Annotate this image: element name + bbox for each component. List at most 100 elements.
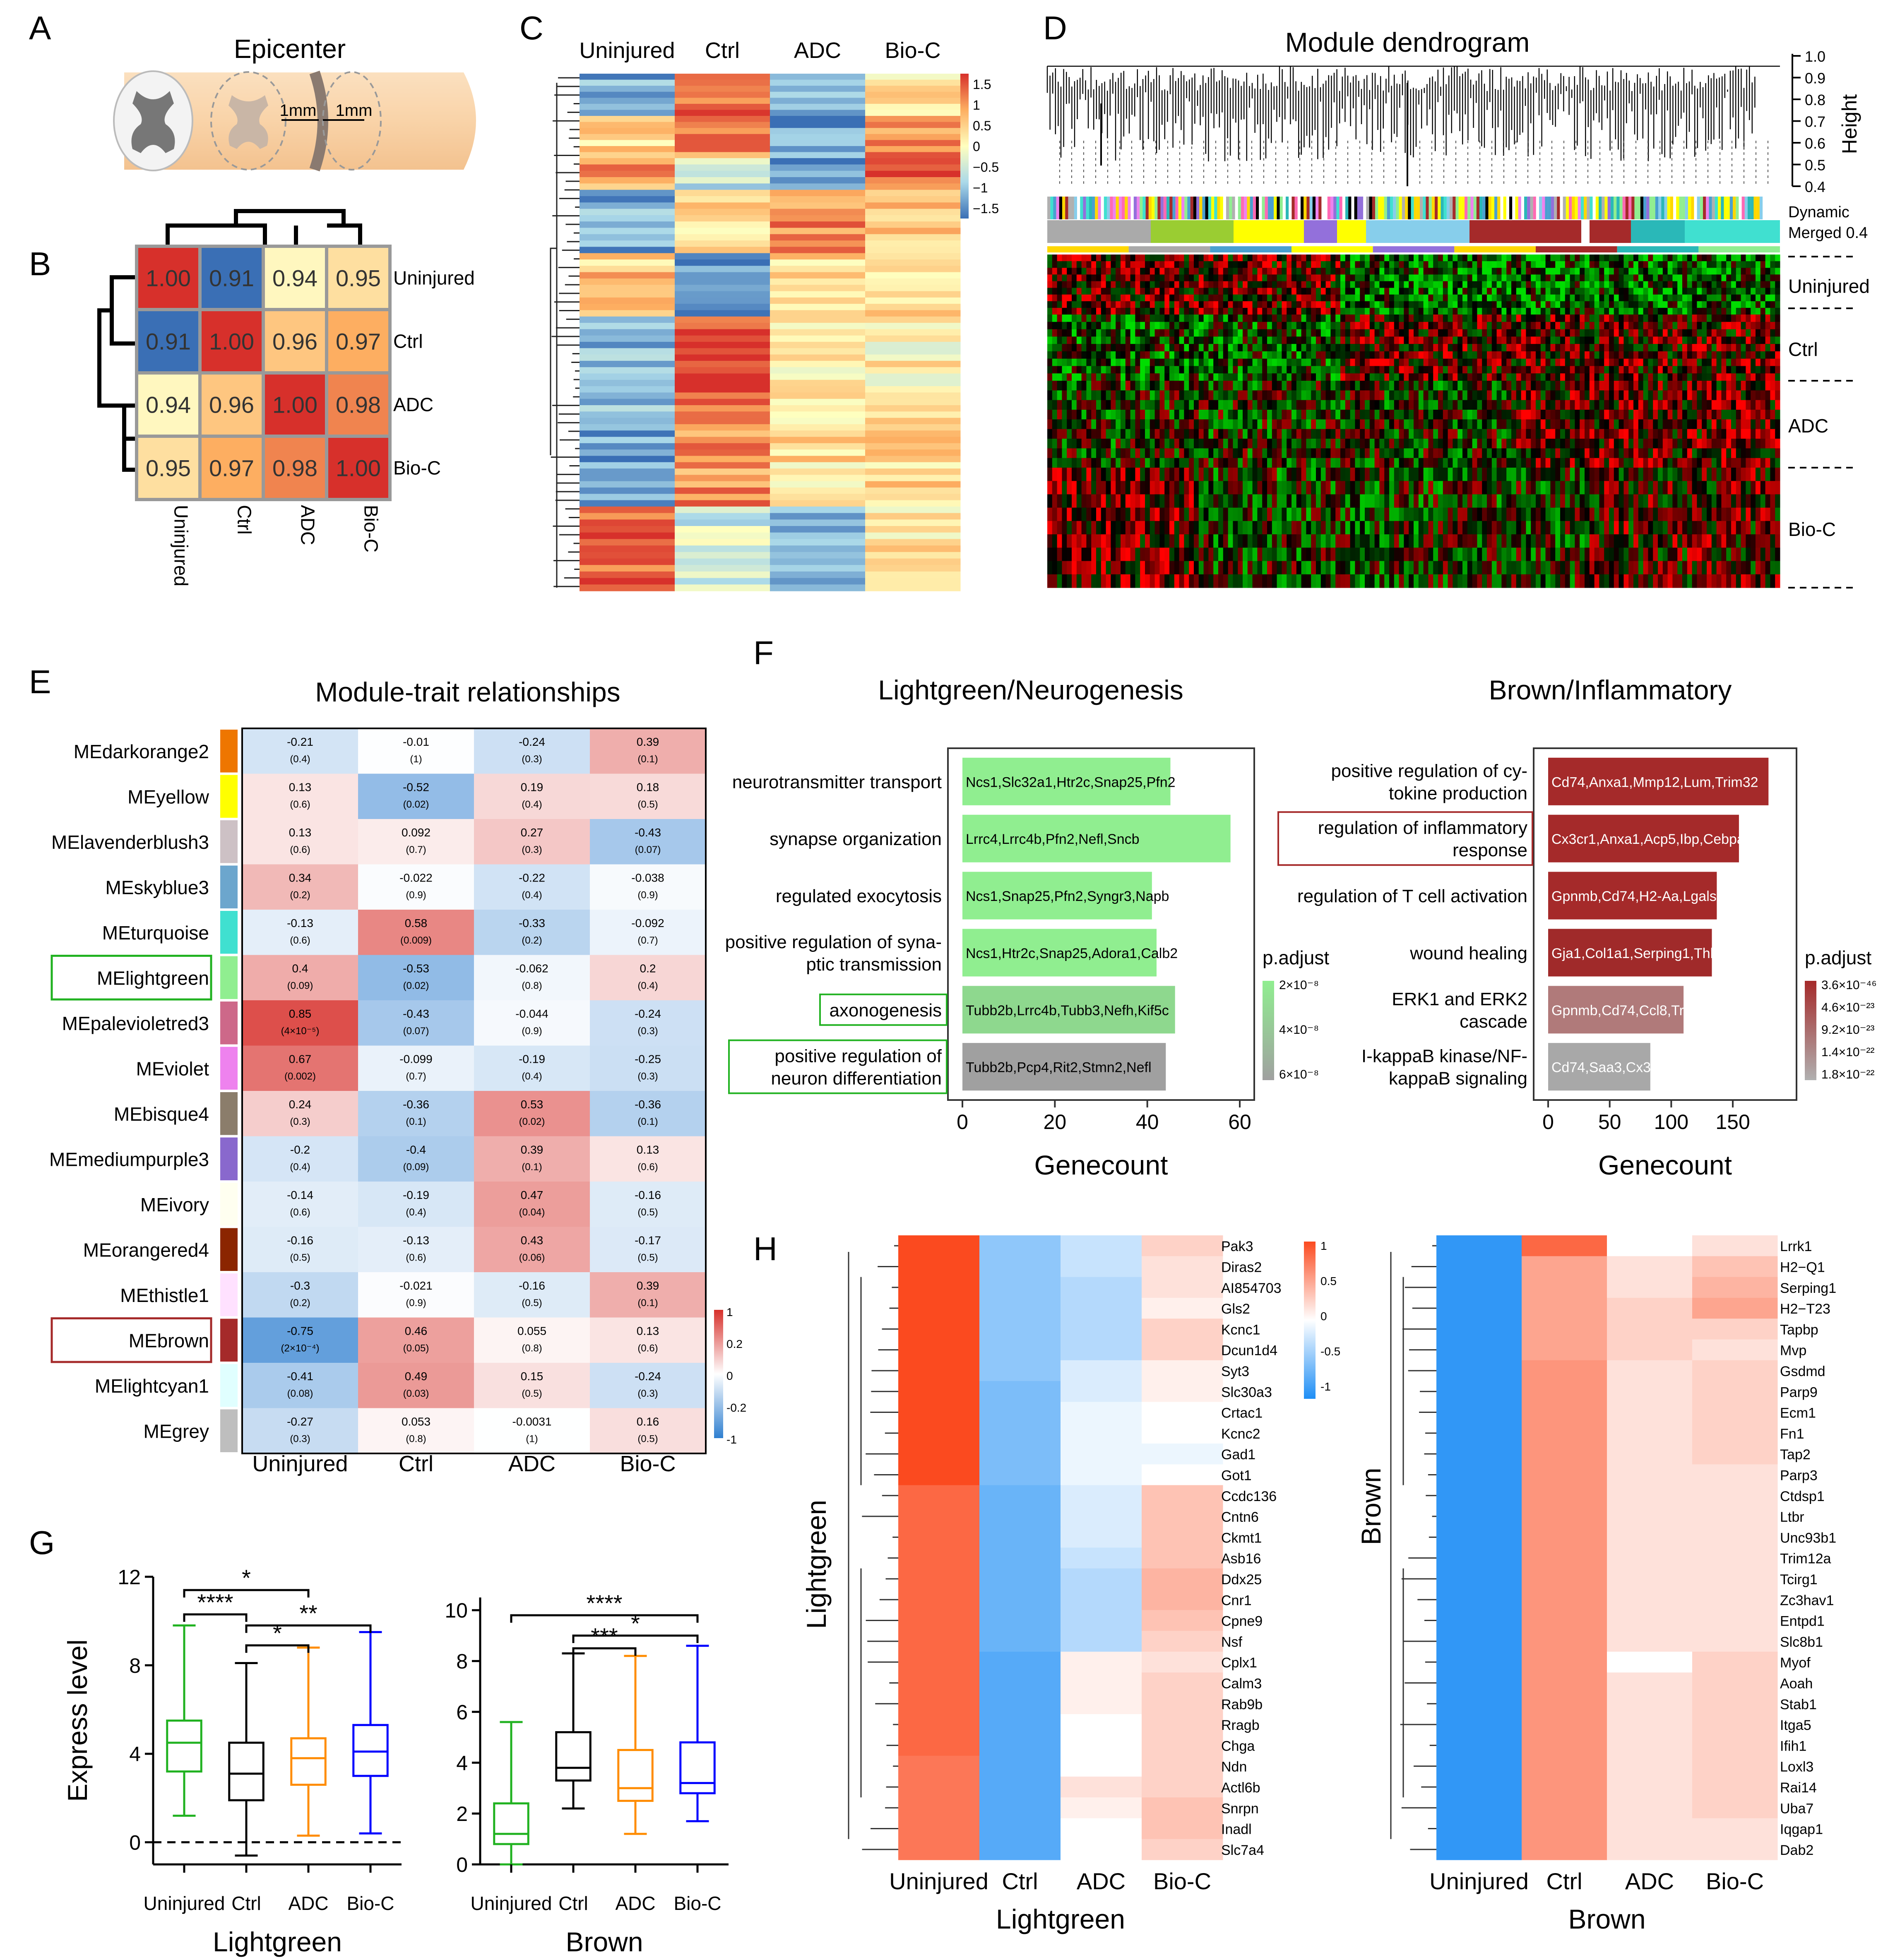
module-expression-cell xyxy=(1633,429,1639,439)
module-expression-cell xyxy=(1101,410,1106,420)
module-expression-cell xyxy=(1491,410,1497,420)
module-expression-cell xyxy=(1218,281,1224,288)
expression-cell xyxy=(770,526,866,533)
dynamic-module-color xyxy=(1363,197,1366,219)
module-expression-cell xyxy=(1203,410,1209,420)
module-expression-cell xyxy=(1550,439,1556,449)
module-expression-cell xyxy=(1335,481,1341,495)
module-expression-cell xyxy=(1179,315,1184,322)
module-expression-cell xyxy=(1580,429,1585,439)
module-expression-cell xyxy=(1467,419,1473,430)
module-expression-cell xyxy=(1340,255,1346,262)
module-expression-cell xyxy=(1262,419,1267,430)
module-expression-cell xyxy=(1189,268,1194,275)
module-expression-cell xyxy=(1423,301,1429,308)
module-expression-cell xyxy=(1369,322,1375,330)
module-expression-cell xyxy=(1262,366,1267,374)
module-expression-cell xyxy=(1560,366,1566,374)
module-expression-cell xyxy=(1511,281,1517,288)
module-expression-cell xyxy=(1116,261,1121,268)
module-expression-cell xyxy=(1672,366,1678,374)
module-expression-cell xyxy=(1438,344,1443,352)
module-expression-cell xyxy=(1677,366,1683,374)
module-expression-cell xyxy=(1135,315,1140,322)
module-expression-cell xyxy=(1208,366,1214,374)
module-expression-cell xyxy=(1282,366,1287,374)
module-expression-cell xyxy=(1379,400,1385,410)
module-expression-cell xyxy=(1135,255,1140,262)
module-expression-cell xyxy=(1389,439,1395,449)
module-expression-cell xyxy=(1707,358,1712,367)
module-expression-cell xyxy=(1320,281,1326,288)
dynamic-module-color xyxy=(1470,197,1474,219)
dynamic-module-color xyxy=(1372,197,1376,219)
module-expression-cell xyxy=(1565,294,1571,302)
module-expression-cell xyxy=(1623,381,1629,391)
module-expression-cell xyxy=(1672,400,1678,410)
module-expression-cell xyxy=(1570,400,1575,410)
module-expression-cell xyxy=(1687,261,1693,268)
module-expression-cell xyxy=(1086,261,1092,268)
module-expression-cell xyxy=(1203,274,1209,282)
dynamic-module-color xyxy=(1193,197,1197,219)
panel-d-module-dendrogram: Module dendrogram 1.00.90.80.70.60.50.4He… xyxy=(1046,27,1870,588)
module-expression-cell xyxy=(1775,419,1780,430)
module-expression-cell xyxy=(1707,255,1712,262)
module-expression-cell xyxy=(1125,468,1131,481)
module-expression-cell xyxy=(1116,294,1121,302)
module-expression-cell xyxy=(1526,358,1531,367)
expression-cell xyxy=(580,134,675,140)
module-expression-cell xyxy=(1238,366,1243,374)
module-expression-cell xyxy=(1340,419,1346,430)
module-expression-cell xyxy=(1731,322,1736,330)
module-expression-cell xyxy=(1414,481,1419,495)
expression-cell xyxy=(770,329,866,336)
expression-cell xyxy=(865,335,961,342)
module-expression-cell xyxy=(1159,315,1165,322)
module-expression-cell xyxy=(1653,458,1658,468)
module-expression-cell xyxy=(1262,448,1267,459)
corr-cell-label: 0.97 xyxy=(209,455,254,481)
module-expression-cell xyxy=(1223,373,1229,381)
module-expression-cell xyxy=(1736,344,1741,352)
module-expression-cell xyxy=(1604,301,1609,308)
module-expression-cell xyxy=(1540,458,1546,468)
module-expression-cell xyxy=(1272,358,1277,367)
module-expression-cell xyxy=(1682,381,1688,391)
module-expression-cell xyxy=(1292,419,1297,430)
module-expression-cell xyxy=(1365,351,1370,359)
module-expression-cell xyxy=(1140,419,1145,430)
expression-cell xyxy=(675,513,770,520)
module-expression-cell xyxy=(1355,281,1360,288)
module-expression-cell xyxy=(1247,358,1253,367)
module-expression-cell xyxy=(1467,294,1473,302)
expression-cell xyxy=(865,91,961,98)
corr-row-label: Bio-C xyxy=(393,457,441,479)
module-expression-cell xyxy=(1619,315,1624,322)
module-expression-cell xyxy=(1697,351,1702,359)
module-expression-cell xyxy=(1697,429,1702,439)
module-expression-cell xyxy=(1330,307,1336,315)
module-expression-cell xyxy=(1516,315,1522,322)
module-expression-cell xyxy=(1506,429,1512,439)
dynamic-module-color xyxy=(1607,197,1611,219)
module-expression-cell xyxy=(1604,315,1609,322)
module-expression-cell xyxy=(1325,448,1331,459)
module-expression-cell xyxy=(1106,358,1111,367)
module-expression-cell xyxy=(1487,351,1492,359)
module-expression-cell xyxy=(1545,458,1551,468)
module-expression-cell xyxy=(1726,268,1732,275)
dynamic-module-color xyxy=(1086,197,1089,219)
dynamic-module-color xyxy=(1241,197,1244,219)
module-expression-cell xyxy=(1116,419,1121,430)
module-expression-cell xyxy=(1472,373,1477,381)
module-expression-cell xyxy=(1325,373,1331,381)
module-expression-cell xyxy=(1751,344,1756,352)
module-expression-cell xyxy=(1306,439,1311,449)
module-expression-cell xyxy=(1076,261,1082,268)
module-expression-cell xyxy=(1116,410,1121,420)
module-expression-cell xyxy=(1301,481,1306,495)
module-expression-cell xyxy=(1213,261,1219,268)
module-expression-cell xyxy=(1614,439,1619,449)
module-expression-cell xyxy=(1482,373,1487,381)
